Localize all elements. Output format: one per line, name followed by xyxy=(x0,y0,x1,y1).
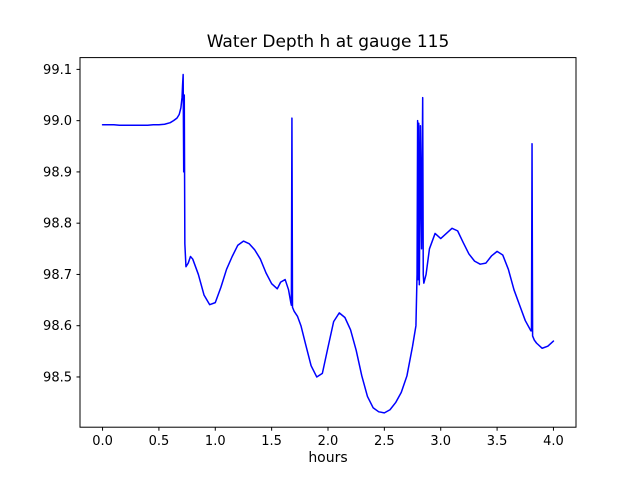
x-tick-label: 1.5 xyxy=(261,434,282,449)
water-depth-line xyxy=(101,73,555,414)
y-tick-label: 99.1 xyxy=(43,63,72,78)
x-tick-label: 1.0 xyxy=(205,434,226,449)
x-tick-label: 2.0 xyxy=(318,434,339,449)
y-tick-label: 99.0 xyxy=(43,114,72,129)
y-tick-label: 98.7 xyxy=(43,268,72,283)
x-tick-label: 0.0 xyxy=(92,434,113,449)
x-tick-label: 3.0 xyxy=(430,434,451,449)
x-axis-label: hours xyxy=(308,450,347,466)
x-tick-label: 2.5 xyxy=(374,434,395,449)
chart-title: Water Depth h at gauge 115 xyxy=(207,32,450,52)
y-tick-label: 98.5 xyxy=(43,370,72,385)
y-tick-label: 98.6 xyxy=(43,319,72,334)
y-tick-label: 98.8 xyxy=(43,217,72,232)
axes-frame xyxy=(79,57,577,428)
x-tick-label: 0.5 xyxy=(149,434,170,449)
x-tick-label: 3.5 xyxy=(487,434,508,449)
x-tick-label: 4.0 xyxy=(543,434,564,449)
y-tick-label: 98.9 xyxy=(43,165,72,180)
